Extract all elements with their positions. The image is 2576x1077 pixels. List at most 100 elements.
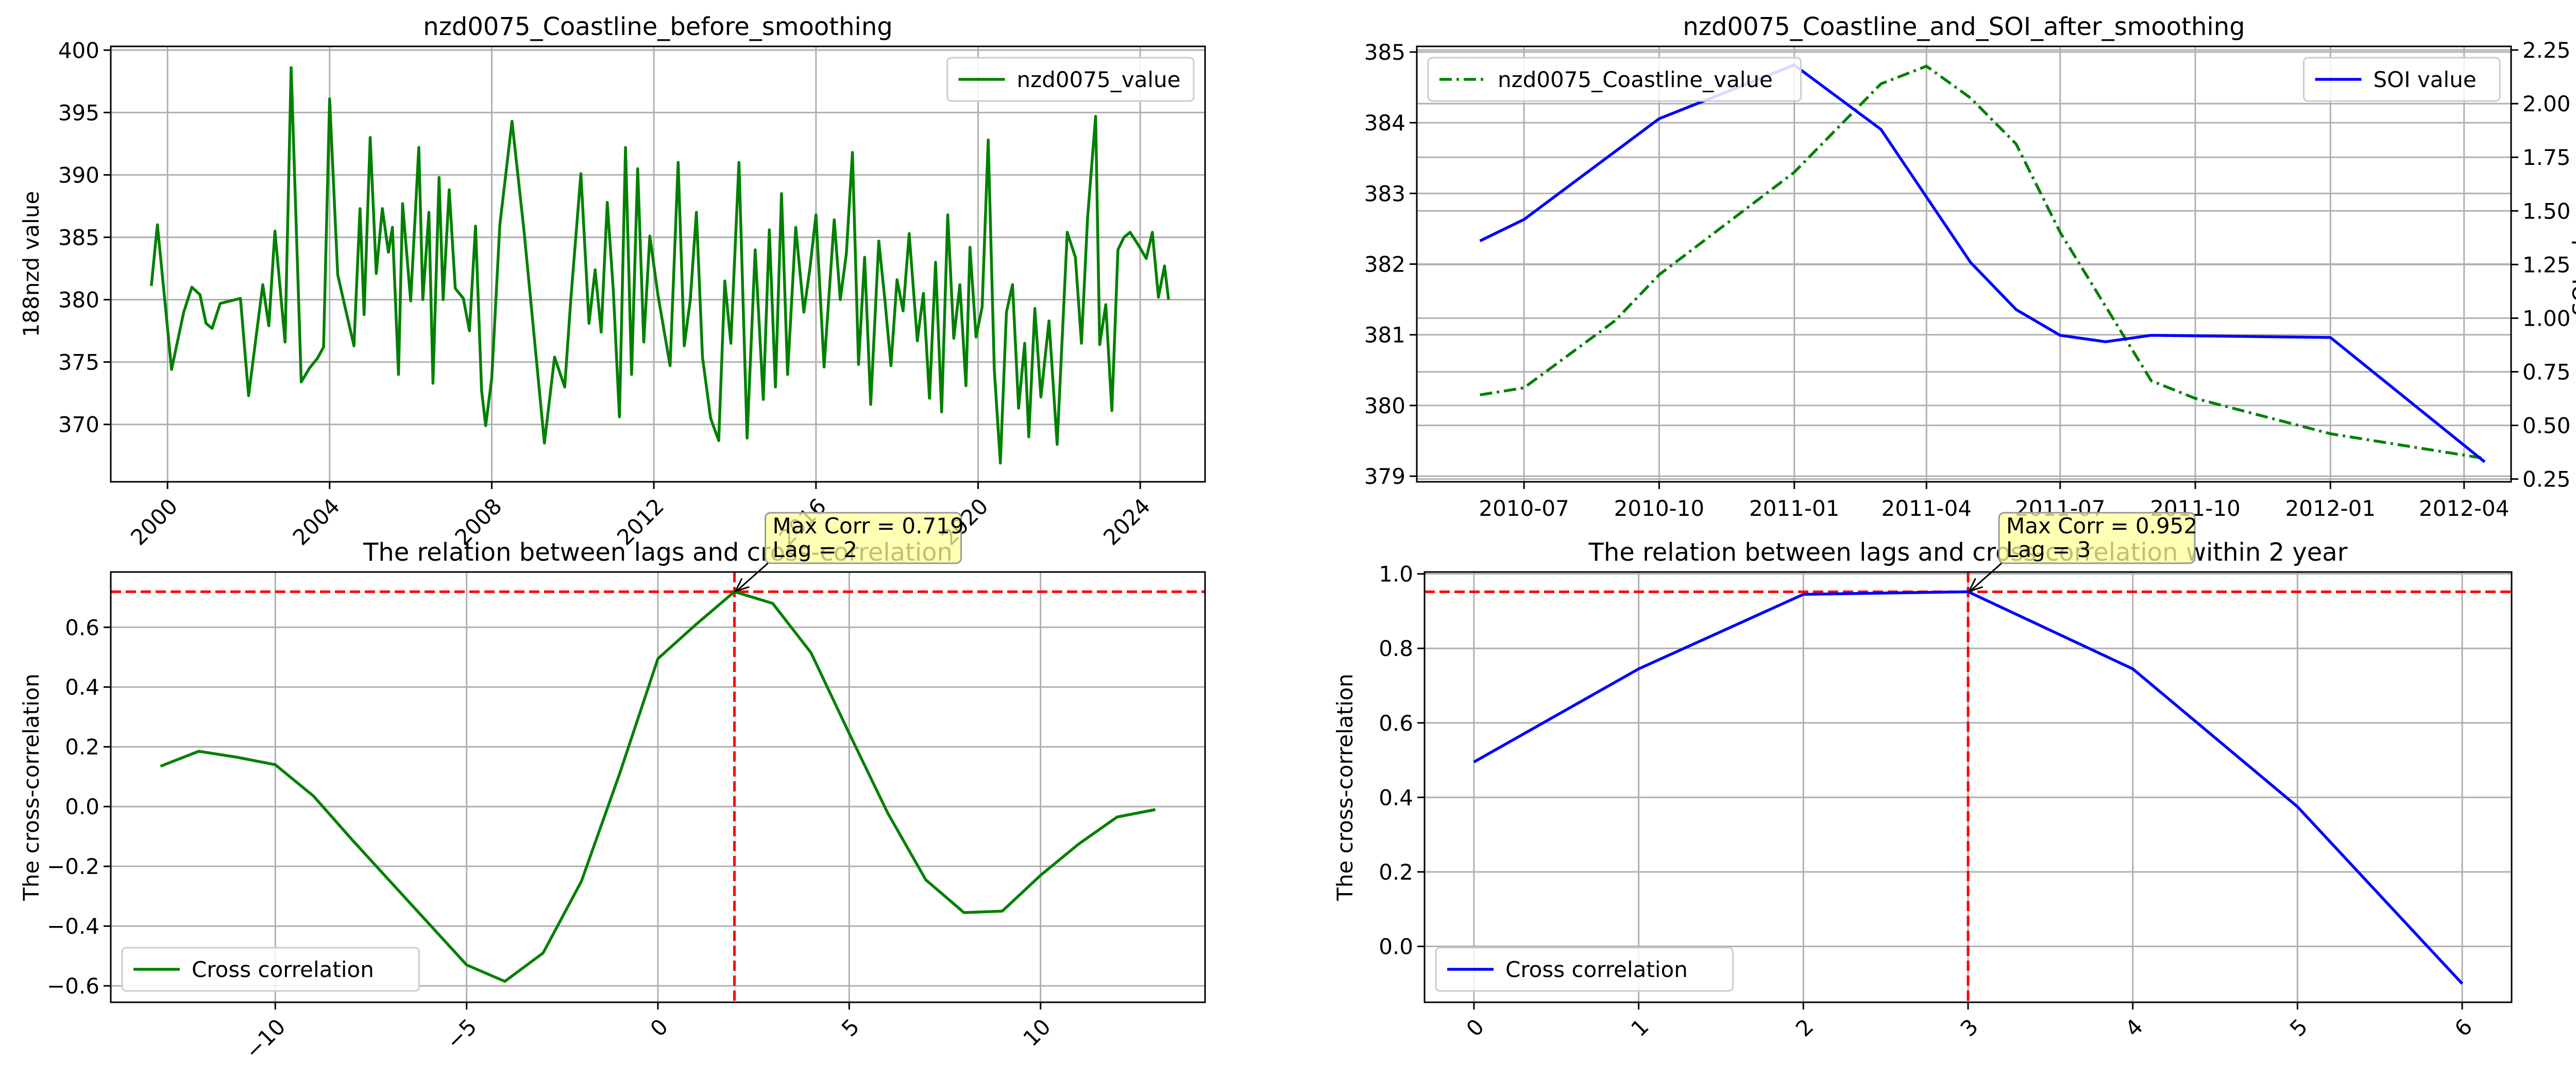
y2-tick-label: 2.25 — [2522, 38, 2571, 63]
x-tick-label: 2 — [1791, 1014, 1819, 1041]
legend-1: nzd0075_Coastline_value — [1427, 57, 1802, 102]
y-tick-label: 0.2 — [1379, 860, 1413, 885]
chart-title: nzd0075_Coastline_before_smoothing — [423, 12, 892, 41]
series-line-2 — [1479, 63, 2486, 463]
y2-tick-label: 1.25 — [2522, 252, 2571, 277]
x-tick-label: 1 — [1626, 1014, 1654, 1041]
y-tick-label: 390 — [58, 162, 99, 188]
y-tick-label: 0.0 — [65, 794, 99, 819]
legend-label: Cross correlation — [192, 957, 374, 982]
legend-label: Cross correlation — [1505, 957, 1688, 982]
x-tick-label: 3 — [1956, 1014, 1984, 1041]
annotation-text-lag: Lag = 3 — [2006, 537, 2091, 562]
y-tick-label: 383 — [1364, 181, 1405, 206]
x-tick-label: 2012-04 — [2419, 496, 2510, 521]
subplot-4: 0 1 2 3 4 5 6 0.0 0.2 0.4 0.6 0.8 1.0 The relation be… — [1332, 512, 2513, 1041]
y2-axis-label: SOI value — [2568, 212, 2576, 315]
y-tick-label: 0.6 — [65, 615, 99, 640]
axes-frame — [110, 45, 1206, 483]
y-tick-label: 384 — [1364, 110, 1405, 136]
y-tick-label: 370 — [58, 412, 99, 437]
legend-box — [1427, 57, 1802, 102]
series-line-1 — [160, 590, 1156, 983]
y2-tick-label: 1.00 — [2522, 306, 2571, 331]
y-tick-label: 0.6 — [1379, 711, 1413, 736]
x-tick-label: 2024 — [1098, 493, 1155, 550]
y-tick-label: 400 — [58, 38, 99, 63]
annotation-box — [765, 512, 962, 564]
chart-title: The relation between lags and cross-corr… — [1588, 538, 2348, 567]
legend-box — [1435, 947, 1734, 992]
y-tick-label: −0.6 — [47, 973, 99, 999]
x-tick-label: 6 — [2450, 1014, 2478, 1041]
annotation-arrow — [737, 562, 769, 591]
series-line-1 — [149, 66, 1170, 465]
x-tick-label: 2011-04 — [1882, 496, 1972, 521]
x-tick-label: 5 — [2285, 1014, 2313, 1041]
y2-tick-label: 2.00 — [2522, 91, 2571, 116]
annotation-arrowhead — [1968, 578, 1984, 593]
y-tick-label: 0.4 — [65, 675, 99, 700]
y-tick-label: 0.4 — [1379, 785, 1413, 810]
y-tick-label: −0.4 — [47, 914, 99, 939]
y2-tick-label: 1.75 — [2522, 145, 2571, 170]
annotation-arrow — [1971, 562, 2002, 591]
x-tick-label: −10 — [240, 1014, 290, 1064]
y2-tick-label: 1.50 — [2522, 198, 2571, 224]
y2-tick-label: 0.75 — [2522, 359, 2571, 384]
y-tick-label: 379 — [1364, 464, 1405, 489]
annotation-arrowhead — [734, 578, 750, 593]
y-tick-label: 382 — [1364, 252, 1405, 277]
legend-1: nzd0075_value — [946, 57, 1195, 102]
x-tick-label: 0 — [1461, 1014, 1489, 1041]
y-axis-label: The cross-correlation — [1332, 674, 1358, 901]
x-tick-label: 5 — [837, 1014, 865, 1041]
x-tick-label: −5 — [441, 1014, 481, 1054]
y-tick-label: 380 — [1364, 393, 1405, 418]
x-tick-label: 2010-10 — [1614, 496, 1705, 521]
y-axis-label: 188nzd value — [19, 191, 44, 338]
y-tick-label: 0.8 — [1379, 636, 1413, 661]
annotation-text-corr: Max Corr = 0.719 — [773, 513, 964, 538]
x-tick-label: 2004 — [288, 493, 345, 550]
x-tick-label: 2000 — [126, 493, 182, 550]
subplot-1: 2000200420082012201620202024370375380385… — [19, 12, 1206, 550]
series-line-1 — [1480, 64, 2485, 460]
x-tick-label: 4 — [2120, 1014, 2148, 1041]
x-tick-label: 10 — [1018, 1014, 1055, 1051]
x-tick-label: 2011-01 — [1749, 496, 1840, 521]
x-tick-label: 2012-01 — [2285, 496, 2376, 521]
y2-tick-label: 0.25 — [2522, 467, 2571, 492]
legend-label: nzd0075_Coastline_value — [1498, 67, 1773, 92]
y-tick-label: −0.2 — [47, 854, 99, 879]
legend-label: nzd0075_value — [1017, 67, 1181, 92]
legend-1: Cross correlation — [121, 947, 420, 992]
y2-tick-label: 0.50 — [2522, 413, 2571, 439]
y-tick-label: 380 — [58, 288, 99, 313]
chart-title: nzd0075_Coastline_and_SOI_after_smoothin… — [1683, 12, 2245, 41]
legend-label: SOI value — [2374, 67, 2477, 92]
legend-2: SOI value — [2303, 57, 2501, 102]
y-tick-label: 0.0 — [1379, 934, 1413, 960]
y-tick-label: 375 — [58, 350, 99, 375]
y-tick-label: 381 — [1364, 323, 1405, 348]
subplot-2: 2010-07 2010-10 2011-01 2011-04 2011-07 2011-… — [1364, 12, 2576, 521]
x-tick-label: 2010-07 — [1479, 496, 1569, 521]
y-tick-label: 385 — [1364, 40, 1405, 65]
annotation-text-lag: Lag = 2 — [773, 537, 857, 562]
legend-box — [946, 57, 1195, 102]
annotation-box — [1998, 512, 2196, 564]
legend-box — [121, 947, 420, 992]
y-tick-label: 385 — [58, 225, 99, 250]
x-tick-label: 0 — [646, 1014, 673, 1041]
y-axis-label: The cross-correlation — [19, 674, 44, 901]
y-tick-label: 0.2 — [65, 734, 99, 760]
legend-box — [2303, 57, 2501, 102]
y-tick-label: 1.0 — [1379, 562, 1413, 587]
y-tick-label: 395 — [58, 100, 99, 125]
annotation-text-corr: Max Corr = 0.952 — [2006, 513, 2197, 538]
